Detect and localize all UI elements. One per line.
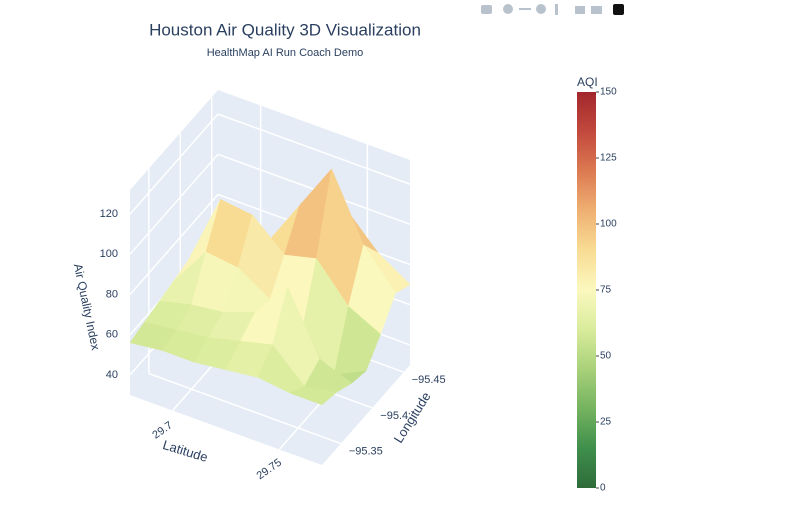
turntable-icon[interactable] (555, 4, 558, 15)
zoom-icon[interactable] (503, 4, 513, 14)
z-tick-label: 80 (106, 288, 118, 300)
colorbar (577, 92, 596, 488)
chart-subtitle: HealthMap AI Run Coach Demo (207, 47, 364, 59)
colorbar-tick-label: 75 (600, 285, 612, 296)
grid-line (148, 372, 342, 445)
z-tick-label: 120 (100, 208, 118, 220)
colorbar-tick-label: 0 (600, 483, 606, 494)
colorbar-tick-label: 50 (600, 351, 612, 362)
z-tick-label: 40 (106, 369, 118, 381)
toolbar (481, 4, 624, 15)
grid-line (129, 153, 219, 255)
z-tick-label: 60 (106, 329, 118, 341)
grid-line (217, 113, 411, 185)
colorbar-title: AQI (577, 75, 598, 89)
colorbar-tick-label: 150 (600, 87, 617, 98)
z-axis-title: Air Quality Index (71, 262, 103, 351)
surface (129, 168, 411, 406)
colorbar-tick-label: 100 (600, 219, 617, 230)
home-icon[interactable] (575, 6, 585, 14)
plotly-logo[interactable] (613, 4, 624, 15)
x-tick-label: 29.75 (255, 457, 284, 483)
colorbar-tick-label: 125 (600, 153, 617, 164)
x-axis-title: Latitude (161, 437, 210, 465)
orbit-icon[interactable] (536, 4, 546, 14)
grid-line (129, 113, 219, 215)
surface-patch (289, 386, 337, 406)
y-tick-label: −95.35 (349, 445, 383, 457)
camera-icon[interactable] (481, 5, 492, 14)
y-tick-label: −95.4 (380, 410, 408, 422)
z-tick-label: 100 (100, 248, 118, 260)
grid-line (129, 194, 219, 296)
colorbar-tick-label: 25 (600, 417, 612, 428)
chart-title: Houston Air Quality 3D Visualization (149, 20, 421, 39)
camera-view-icon[interactable] (591, 6, 602, 14)
y-tick-label: −95.45 (412, 374, 446, 386)
pan-icon[interactable] (519, 8, 531, 10)
